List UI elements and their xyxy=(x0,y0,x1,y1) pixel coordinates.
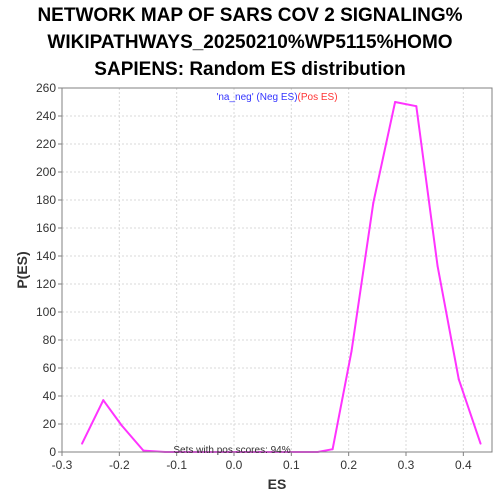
y-tick-label: 200 xyxy=(36,165,56,179)
y-tick-label: 240 xyxy=(36,109,56,123)
y-tick-label: 120 xyxy=(36,277,56,291)
y-axis-label: P(ES) xyxy=(14,251,30,288)
y-tick-label: 60 xyxy=(43,361,57,375)
y-tick-label: 160 xyxy=(36,221,56,235)
x-tick-label: 0.3 xyxy=(398,458,415,472)
x-tick-label: -0.2 xyxy=(109,458,130,472)
y-tick-label: 100 xyxy=(36,305,56,319)
y-tick-label: 40 xyxy=(43,389,57,403)
y-tick-label: 0 xyxy=(49,445,56,459)
y-tick-label: 80 xyxy=(43,333,57,347)
x-tick-label: 0.4 xyxy=(455,458,472,472)
y-tick-label: 260 xyxy=(36,81,56,95)
x-tick-label: 0.2 xyxy=(340,458,357,472)
pos-scores-annotation: Sets with pos scores: 94% xyxy=(173,445,290,456)
y-tick-label: 20 xyxy=(43,417,57,431)
legend-neg-label: 'na_neg' (Neg ES) xyxy=(216,92,297,103)
x-axis-label: ES xyxy=(268,476,287,492)
x-tick-label: -0.3 xyxy=(52,458,73,472)
y-tick-label: 220 xyxy=(36,137,56,151)
legend: 'na_neg' (Neg ES)(Pos ES) xyxy=(216,92,337,103)
plot-background xyxy=(62,88,492,452)
x-tick-label: -0.1 xyxy=(166,458,187,472)
y-tick-label: 140 xyxy=(36,249,56,263)
y-tick-label: 180 xyxy=(36,193,56,207)
x-tick-label: 0.0 xyxy=(226,458,243,472)
x-tick-label: 0.1 xyxy=(283,458,300,472)
legend-pos-label: (Pos ES) xyxy=(298,92,338,103)
